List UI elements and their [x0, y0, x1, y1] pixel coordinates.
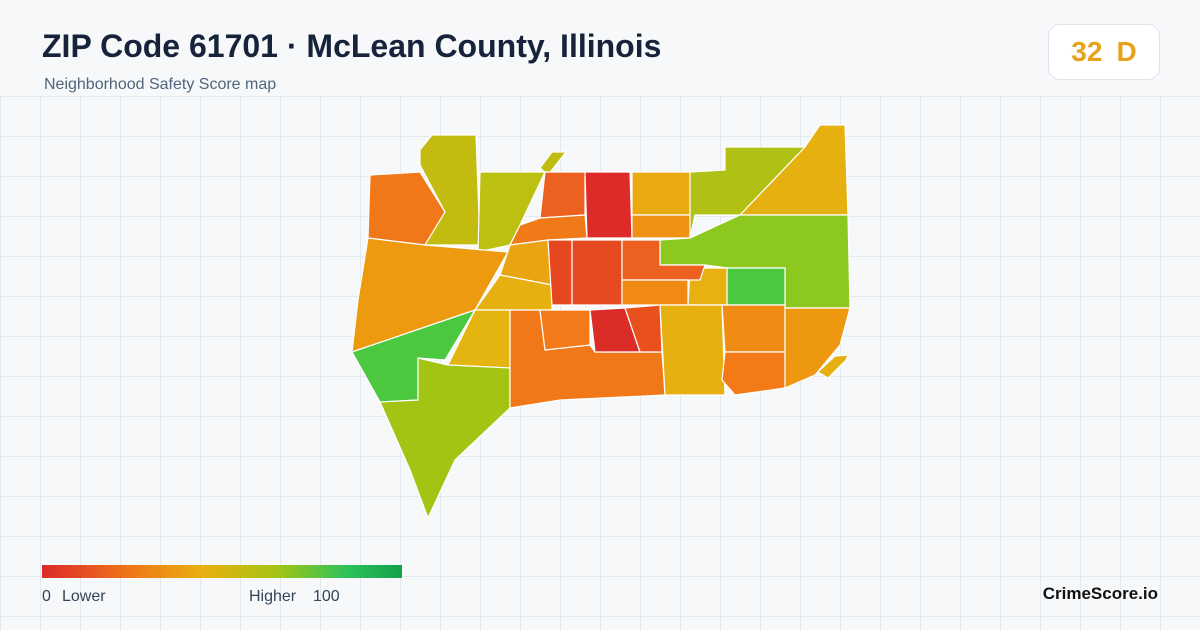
legend-min-label: Lower [62, 588, 106, 605]
score-badge: 32 D [1048, 24, 1160, 80]
subtitle: Neighborhood Safety Score map [44, 76, 277, 93]
area [419, 134, 481, 246]
area [571, 239, 623, 306]
legend-gradient [42, 565, 402, 578]
header [0, 0, 1200, 96]
area [631, 171, 696, 216]
area [539, 171, 586, 219]
legend-max: 100 [313, 588, 340, 605]
area [721, 351, 786, 396]
area [784, 307, 851, 389]
legend-max-label: Higher [249, 588, 297, 605]
area [631, 214, 693, 239]
area [624, 304, 663, 353]
brand: CrimeScore.io [1042, 584, 1158, 603]
area [621, 279, 689, 306]
area [539, 309, 591, 351]
title: ZIP Code 61701 · McLean County, Illinois [42, 28, 662, 64]
area [659, 304, 726, 396]
legend-min: 0 [42, 588, 51, 605]
area [584, 171, 633, 239]
score-value: 32 [1071, 36, 1103, 67]
area [721, 304, 786, 353]
area [726, 267, 786, 306]
score-grade: D [1116, 36, 1137, 67]
area [547, 239, 573, 306]
area [817, 354, 849, 379]
